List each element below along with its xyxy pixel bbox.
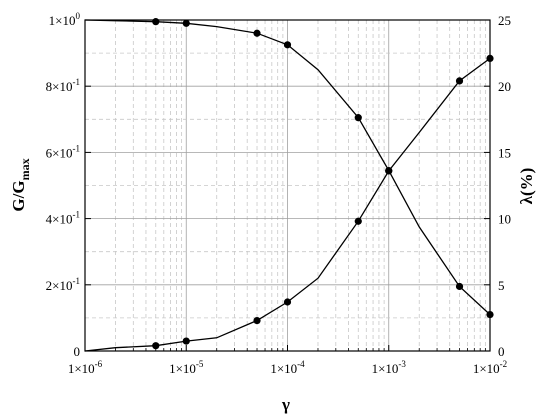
y-left-tick-label: 8×10-1: [46, 77, 80, 94]
series-layer: [84, 18, 494, 352]
x-tick-label: 1×10-6: [68, 359, 103, 376]
y-left-tick-label: 0: [74, 344, 81, 359]
data-point-left: [455, 282, 464, 291]
x-tick-label: 1×10-5: [169, 359, 204, 376]
y-right-tick-label: 5: [498, 278, 505, 293]
y-right-tick-label: 20: [498, 79, 511, 94]
y-right-tick-label: 25: [498, 13, 511, 28]
y-right-tick-label: 10: [498, 212, 511, 227]
ticks: [84, 19, 491, 352]
y-right-tick-label: 0: [498, 344, 505, 359]
data-point-left: [354, 114, 362, 122]
data-point-left: [283, 41, 292, 49]
data-point-right: [182, 337, 190, 345]
data-point-right: [385, 167, 393, 175]
data-point-right: [354, 217, 362, 225]
y-left-tick-label: 4×10-1: [46, 210, 80, 227]
data-point-right: [253, 316, 261, 325]
y-right-axis-title: λ(%): [517, 168, 536, 205]
x-tick-label: 1×10-4: [270, 359, 305, 376]
data-point-left: [253, 29, 261, 37]
data-point-left: [182, 19, 190, 27]
data-point-right: [455, 77, 464, 85]
data-point-right: [152, 342, 160, 350]
y-left-axis-title: G/Gmax: [9, 158, 32, 211]
tick-labels: 1×10-6 1×10-5 1×10-4 1×10-3 1×10-202×10-14×1…: [46, 11, 511, 376]
data-point-left: [152, 18, 160, 26]
x-tick-label: 1×10-2: [473, 359, 507, 376]
y-left-tick-label: 6×10-1: [46, 143, 80, 160]
x-tick-label: 1×10-3: [372, 359, 407, 376]
y-left-tick-label: 2×10-1: [46, 276, 80, 293]
data-point-right: [283, 298, 292, 306]
y-left-tick-label: 1×100: [49, 11, 81, 28]
x-axis-title: γ: [281, 395, 290, 414]
y-right-tick-label: 15: [498, 145, 511, 160]
